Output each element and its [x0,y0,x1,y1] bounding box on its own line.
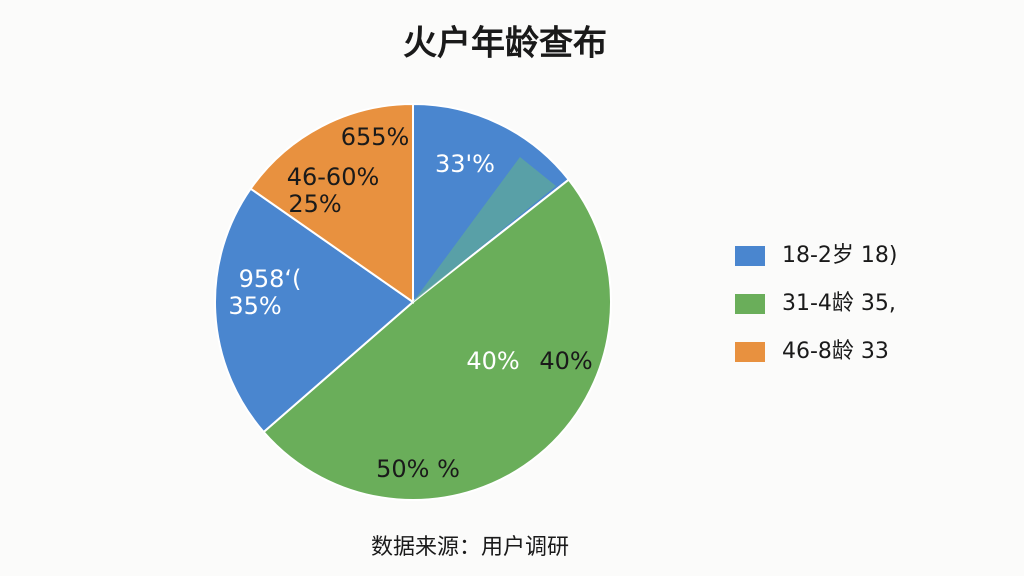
legend-label: 31-4龄 35, [782,291,896,316]
slice-label: 40% [539,347,592,375]
slice-label: 958‘( [239,265,302,293]
legend-swatch [735,294,765,314]
legend-swatch [735,246,765,266]
slice-label: 40% [466,347,519,375]
slice-label: 35% [228,292,281,320]
source-note: 数据来源：用户调研 [371,535,569,560]
slice-label: 655% [341,123,410,151]
slice-label: 46-60% [287,163,380,191]
legend-label: 46-8龄 33 [782,339,889,364]
legend: 18-2岁 18) 31-4龄 35, 46-8龄 33 [735,243,898,364]
chart-title: 火户年龄查布 [403,24,607,64]
slice-label: 50% % [376,455,460,483]
legend-swatch [735,342,765,362]
legend-label: 18-2岁 18) [782,243,898,268]
pie-slice [249,102,414,304]
pie-slice [262,178,612,501]
overlay-wedge [413,157,556,302]
pie-slice [214,187,415,434]
slice-label: 33'% [435,150,495,178]
labels: 33'% 40% 40% 50% % 958‘(35% 655% 46-60%25% [228,123,592,483]
slice-label: 25% [288,190,341,218]
